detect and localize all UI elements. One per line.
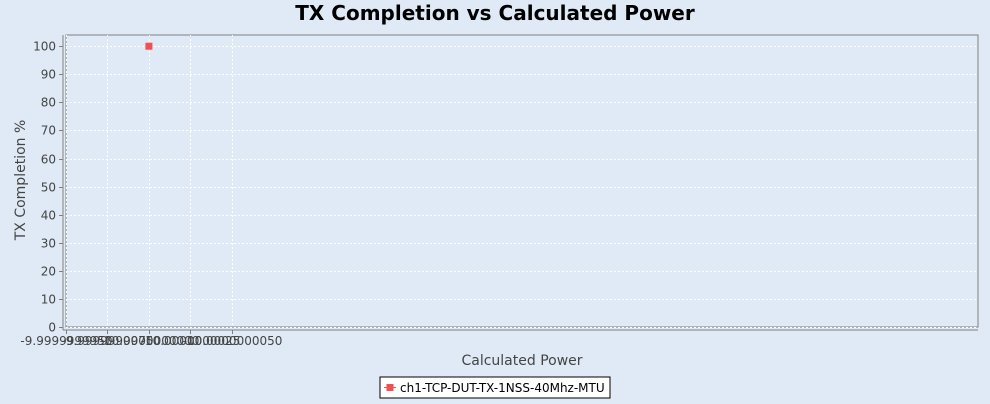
- x-axis-label: Calculated Power: [461, 353, 582, 369]
- chart-title: TX Completion vs Calculated Power: [295, 1, 695, 25]
- data-point: [145, 42, 153, 50]
- x-tick-label: -10.0000000000: [100, 334, 200, 348]
- x-tick-label: -9.9999999950: [20, 334, 112, 348]
- y-tick-label: 90: [41, 68, 56, 82]
- y-tick-label: 80: [41, 96, 56, 110]
- plot-area: [65, 34, 979, 328]
- axes: [62, 35, 978, 331]
- legend: ch1-TCP-DUT-TX-1NSS-40Mhz-MTU: [379, 376, 611, 399]
- x-tick-label: -9.9999999975: [61, 334, 153, 348]
- legend-box: [379, 376, 611, 399]
- data-points: [145, 42, 153, 50]
- y-tick-label: 60: [41, 153, 56, 167]
- x-tick-label: -10.0000000025: [141, 334, 241, 348]
- y-tick-label: 10: [41, 293, 56, 307]
- y-tick-label: 0: [48, 321, 56, 335]
- grid-lines: [66, 35, 978, 328]
- x-tick-label: -10.0000000050: [183, 334, 283, 348]
- y-tick-label: 30: [41, 237, 56, 251]
- y-axis-label: TX Completion %: [13, 120, 29, 242]
- y-axis-ticks: 0 10 20 30 40 50 60 70 80 90 100: [33, 40, 63, 335]
- y-tick-label: 100: [33, 40, 56, 54]
- y-tick-label: 70: [41, 124, 56, 138]
- x-axis-ticks: -9.9999999950-9.9999999975-10.0000000000…: [20, 330, 282, 348]
- legend-marker-icon: [386, 384, 394, 391]
- y-tick-label: 50: [41, 181, 56, 195]
- legend-label: ch1-TCP-DUT-TX-1NSS-40Mhz-MTU: [400, 381, 605, 395]
- y-tick-label: 40: [41, 209, 56, 223]
- y-tick-label: 20: [41, 265, 56, 279]
